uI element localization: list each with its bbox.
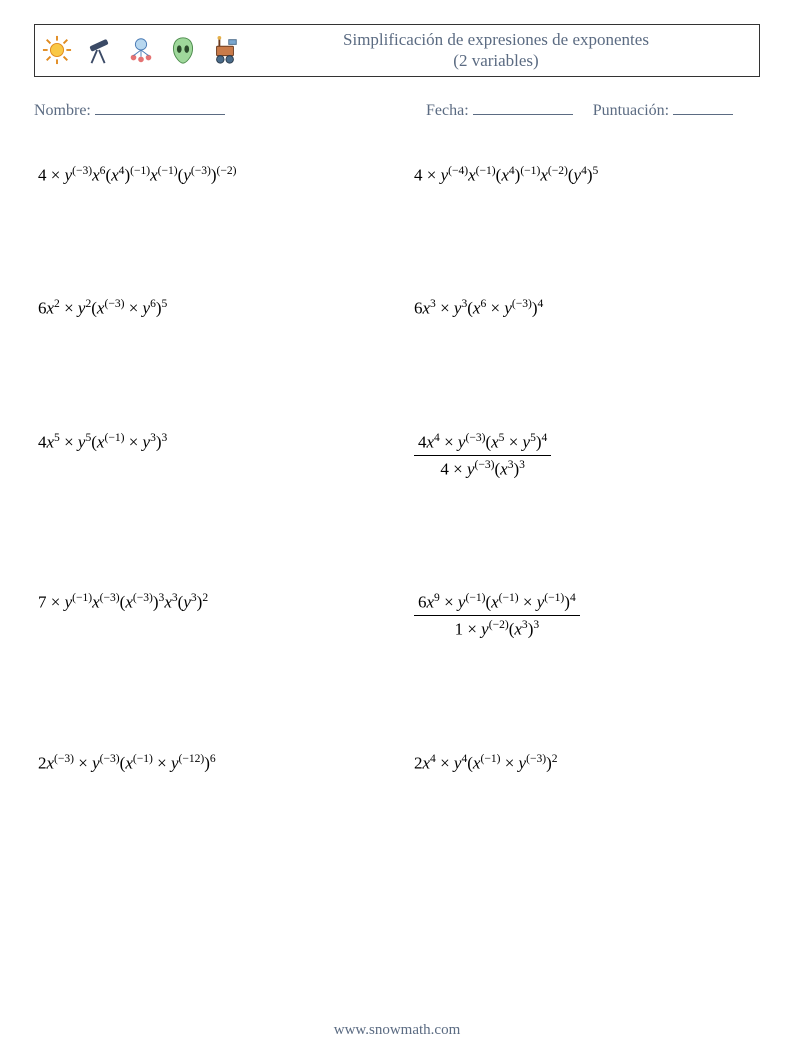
- problem-right-4: 2x4 × y4(x(−1) × y(−3))2: [414, 752, 760, 774]
- score-label: Puntuación:: [593, 102, 669, 119]
- sun-icon: [41, 34, 73, 66]
- title-line2: (2 variables): [241, 50, 751, 71]
- rover-icon: [209, 34, 241, 66]
- molecule-icon: [125, 34, 157, 66]
- meta-row: Nombre: Fecha: Puntuación:: [34, 99, 760, 120]
- title-line1: Simplificación de expresiones de exponen…: [241, 29, 751, 50]
- date-label: Fecha:: [426, 102, 469, 119]
- problems-grid: 4 × y(−3)x6(x4)(−1)x(−1)(y(−3))(−2) 4 × y…: [34, 164, 760, 774]
- problem-left-4: 2x(−3) × y(−3)(x(−1) × y(−12))6: [38, 752, 384, 774]
- problem-left-2: 4x5 × y5(x(−1) × y3)3: [38, 431, 384, 479]
- name-label: Nombre:: [34, 102, 91, 119]
- header-icons: [41, 34, 241, 66]
- footer-url: www.snowmath.com: [0, 1022, 794, 1039]
- problem-left-0: 4 × y(−3)x6(x4)(−1)x(−1)(y(−3))(−2): [38, 164, 384, 186]
- problem-right-1: 6x3 × y3(x6 × y(−3))4: [414, 297, 760, 319]
- alien-icon: [167, 34, 199, 66]
- problem-right-3: 6x9 × y(−1)(x(−1) × y(−1))41 × y(−2)(x3)…: [414, 591, 760, 639]
- date-blank[interactable]: [473, 99, 573, 115]
- worksheet-title: Simplificación de expresiones de exponen…: [241, 29, 751, 72]
- name-blank[interactable]: [95, 99, 225, 115]
- problem-left-3: 7 × y(−1)x(−3)(x(−3))3x3(y3)2: [38, 591, 384, 639]
- score-blank[interactable]: [673, 99, 733, 115]
- telescope-icon: [83, 34, 115, 66]
- problem-left-1: 6x2 × y2(x(−3) × y6)5: [38, 297, 384, 319]
- problem-right-2: 4x4 × y(−3)(x5 × y5)44 × y(−3)(x3)3: [414, 431, 760, 479]
- problem-right-0: 4 × y(−4)x(−1)(x4)(−1)x(−2)(y4)5: [414, 164, 760, 186]
- worksheet-header: Simplificación de expresiones de exponen…: [34, 24, 760, 77]
